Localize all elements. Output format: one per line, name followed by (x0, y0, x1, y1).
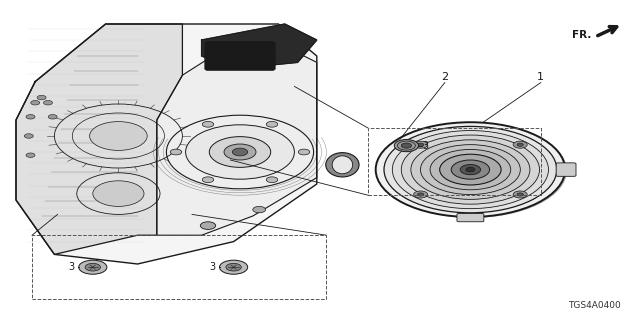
Polygon shape (16, 24, 317, 264)
FancyBboxPatch shape (205, 42, 275, 70)
Circle shape (170, 149, 182, 155)
Circle shape (420, 145, 520, 195)
Ellipse shape (326, 153, 359, 177)
Circle shape (466, 167, 475, 172)
Circle shape (224, 144, 256, 160)
Circle shape (26, 153, 35, 157)
Circle shape (200, 222, 216, 229)
Circle shape (376, 122, 565, 217)
Circle shape (44, 100, 52, 105)
Circle shape (394, 140, 419, 152)
Text: TGS4A0400: TGS4A0400 (568, 301, 621, 310)
Circle shape (266, 121, 278, 127)
Circle shape (226, 263, 241, 271)
Circle shape (513, 191, 527, 198)
Text: 2: 2 (441, 72, 449, 82)
Circle shape (401, 143, 412, 148)
Polygon shape (16, 24, 182, 254)
Circle shape (417, 193, 424, 196)
Circle shape (417, 143, 424, 146)
Circle shape (411, 140, 530, 199)
Text: 3: 3 (68, 262, 75, 272)
Circle shape (85, 263, 100, 271)
Text: 1: 1 (538, 72, 544, 82)
FancyBboxPatch shape (457, 213, 484, 222)
Circle shape (298, 149, 310, 155)
Circle shape (24, 134, 33, 138)
Circle shape (31, 100, 40, 105)
Circle shape (430, 149, 511, 190)
Circle shape (220, 260, 248, 274)
Circle shape (209, 137, 271, 167)
Circle shape (79, 260, 107, 274)
Circle shape (253, 206, 266, 213)
Circle shape (384, 126, 557, 213)
Circle shape (517, 143, 524, 146)
Circle shape (186, 125, 294, 179)
Polygon shape (202, 24, 317, 69)
Circle shape (460, 164, 481, 175)
Circle shape (202, 177, 214, 183)
Circle shape (378, 123, 567, 218)
Text: 3: 3 (422, 140, 429, 151)
Circle shape (392, 131, 548, 209)
Polygon shape (157, 30, 317, 235)
Circle shape (202, 121, 214, 127)
Circle shape (266, 177, 278, 183)
Circle shape (37, 95, 46, 100)
Circle shape (48, 115, 57, 119)
Circle shape (451, 160, 490, 179)
Text: 3: 3 (209, 262, 216, 272)
Circle shape (517, 193, 524, 196)
Circle shape (26, 115, 35, 119)
FancyBboxPatch shape (556, 163, 576, 176)
Circle shape (413, 191, 428, 198)
Circle shape (401, 135, 540, 204)
Circle shape (232, 148, 248, 156)
Circle shape (440, 154, 501, 185)
Circle shape (413, 141, 428, 148)
Circle shape (513, 141, 527, 148)
Circle shape (90, 122, 147, 150)
Ellipse shape (332, 156, 353, 174)
Circle shape (93, 181, 144, 206)
Text: FR.: FR. (572, 29, 591, 40)
